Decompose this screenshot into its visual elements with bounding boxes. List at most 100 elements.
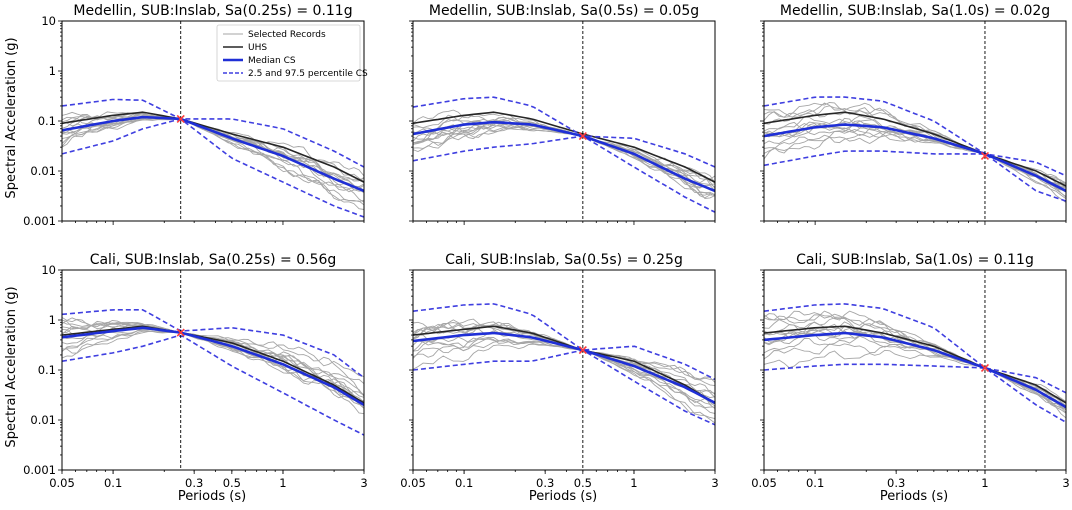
p025-line [764, 363, 1066, 423]
plot-area [62, 21, 364, 221]
selected-record-line [413, 126, 715, 199]
x-tick-label: 0.1 [455, 476, 473, 490]
selected-record-line [413, 109, 715, 196]
axes-frame [412, 269, 716, 471]
plot-area [62, 270, 364, 470]
x-axis-label-3: Periods (s) [880, 489, 948, 504]
median-cs-line [764, 123, 1066, 193]
y-tick-label: 0.1 [38, 114, 56, 128]
axes-frame [763, 269, 1067, 471]
p025-line [413, 135, 715, 213]
panel-medellin-10: Medellin, SUB:Inslab, Sa(1.0s) = 0.02g [760, 3, 1067, 225]
legend-label: Selected Records [248, 30, 326, 40]
panel-title: Cali, SUB:Inslab, Sa(0.5s) = 0.25g [445, 252, 683, 268]
x-axis-label-2: Periods (s) [529, 489, 597, 504]
selected-record-line [62, 118, 364, 202]
target-marker [578, 346, 587, 355]
target-marker [176, 114, 185, 123]
p975-line [413, 96, 715, 168]
x-tick-label: 0.5 [574, 476, 592, 490]
target-marker [980, 363, 990, 372]
y-axis-label-top: Spectral Acceleration (g) [4, 37, 19, 198]
selected-record-line [413, 319, 715, 387]
selected-record-line [62, 118, 364, 203]
p975-line [62, 309, 364, 379]
y-tick-label: 0.01 [30, 413, 56, 427]
plot-area [764, 270, 1066, 470]
y-tick-label: 0.001 [23, 214, 56, 228]
x-axis-label-1: Periods (s) [178, 489, 246, 504]
x-tick-label: 0.05 [751, 476, 777, 490]
legend-label: Median CS [248, 56, 296, 66]
panel-title: Cali, SUB:Inslab, Sa(0.25s) = 0.56g [90, 252, 337, 268]
x-tick-label: 0.05 [400, 476, 426, 490]
selected-record-line [413, 337, 715, 424]
p025-line [62, 118, 364, 218]
y-tick-label: 1 [49, 313, 56, 327]
legend-label: UHS [248, 43, 267, 53]
x-tick-label: 0.1 [104, 476, 122, 490]
plot-area [413, 270, 715, 470]
selected-record-line [62, 323, 364, 396]
plot-area [413, 21, 715, 221]
target-marker [176, 328, 185, 337]
uhs-line [413, 111, 715, 183]
target-marker [578, 131, 587, 141]
panel-title: Medellin, SUB:Inslab, Sa(0.25s) = 0.11g [73, 3, 352, 19]
y-tick-label: 0.01 [30, 164, 56, 178]
selected-record-line [764, 335, 1066, 409]
p975-line [764, 96, 1066, 177]
selected-record-line [764, 107, 1066, 188]
panels: Medellin, SUB:Inslab, Sa(0.25s) = 0.11g 0… [23, 3, 1070, 490]
p025-line [413, 350, 715, 426]
panel-medellin-05: Medellin, SUB:Inslab, Sa(0.5s) = 0.05g [409, 3, 716, 225]
panel-title: Cali, SUB:Inslab, Sa(1.0s) = 0.11g [796, 252, 1034, 268]
legend-label: 2.5 and 97.5 percentile CS [248, 69, 368, 79]
selected-record-line [764, 321, 1066, 403]
legend: Selected Records UHS Median CS 2.5 and 97.5… [216, 24, 368, 82]
panel-title: Medellin, SUB:Inslab, Sa(0.5s) = 0.05g [429, 3, 699, 19]
panel-title: Medellin, SUB:Inslab, Sa(1.0s) = 0.02g [780, 3, 1050, 19]
panel-cali-05: Cali, SUB:Inslab, Sa(0.5s) = 0.25g 0.05 0.… [400, 252, 718, 490]
target-marker [980, 151, 990, 161]
x-tick-label: 0.5 [223, 476, 241, 490]
x-tick-label: 0.05 [49, 476, 75, 490]
selected-record-line [764, 349, 1066, 413]
panel-cali-10: Cali, SUB:Inslab, Sa(1.0s) = 0.11g 0.05 0.… [751, 252, 1069, 490]
selected-record-line [764, 102, 1066, 185]
x-tick-label: 1 [981, 476, 988, 490]
uhs-line [62, 325, 364, 404]
uhs-line [764, 325, 1066, 404]
p025-line [62, 335, 364, 436]
uhs-line [62, 111, 364, 183]
selected-record-line [413, 322, 715, 394]
y-tick-label: 0.001 [23, 463, 56, 477]
median-cs-line [62, 326, 364, 407]
y-tick-label: 1 [49, 64, 56, 78]
median-cs-line [413, 331, 715, 405]
plot-area [764, 21, 1066, 221]
x-tick-label: 3 [711, 476, 718, 490]
x-tick-label: 0.3 [185, 476, 203, 490]
panel-cali-025: Cali, SUB:Inslab, Sa(0.25s) = 0.56g 0.001… [23, 252, 368, 490]
median-cs-line [62, 115, 364, 193]
y-tick-label: 10 [41, 263, 56, 277]
y-axis-label-bottom: Spectral Acceleration (g) [4, 286, 19, 447]
selected-record-line [764, 343, 1066, 411]
selected-record-line [413, 336, 715, 420]
x-tick-label: 0.1 [806, 476, 824, 490]
x-tick-label: 1 [279, 476, 286, 490]
median-cs-line [413, 120, 715, 193]
selected-record-line [62, 113, 364, 189]
panel-medellin-025: Medellin, SUB:Inslab, Sa(0.25s) = 0.11g 0… [23, 3, 368, 228]
x-tick-label: 0.3 [536, 476, 554, 490]
x-tick-label: 3 [360, 476, 367, 490]
selected-record-line [62, 330, 364, 408]
p975-line [413, 303, 715, 381]
selected-record-line [764, 132, 1066, 198]
median-cs-line [764, 331, 1066, 409]
x-tick-label: 3 [1062, 476, 1069, 490]
uhs-line [413, 325, 715, 404]
x-tick-label: 1 [630, 476, 637, 490]
